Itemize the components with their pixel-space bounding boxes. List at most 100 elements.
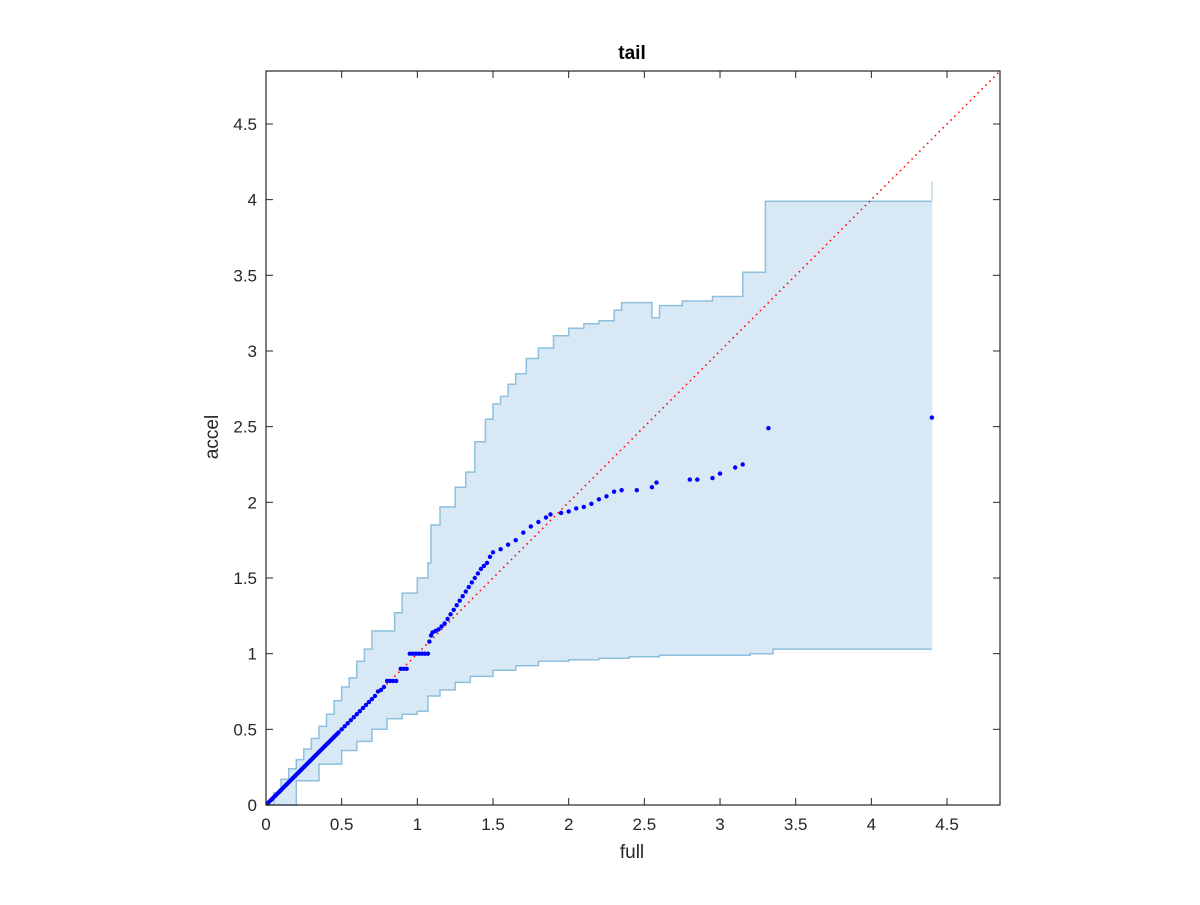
y-tick-label: 2 — [248, 493, 257, 512]
data-point — [425, 651, 431, 656]
x-tick-label: 1 — [413, 815, 422, 834]
x-tick-label: 3.5 — [784, 815, 808, 834]
data-point — [498, 547, 503, 552]
data-point — [566, 509, 571, 514]
data-point — [487, 554, 493, 559]
y-tick-label: 4.5 — [233, 115, 257, 134]
data-point — [733, 465, 738, 470]
data-point — [634, 488, 639, 493]
data-point — [740, 462, 745, 467]
data-point — [460, 594, 465, 599]
data-point — [427, 639, 432, 644]
data-point — [513, 538, 518, 543]
y-tick-label: 0.5 — [233, 720, 257, 739]
data-point — [354, 712, 359, 717]
y-tick-label: 2.5 — [233, 418, 257, 437]
data-point — [654, 480, 659, 485]
data-point — [369, 696, 375, 702]
data-point — [466, 584, 471, 590]
y-tick-label: 0 — [248, 796, 257, 815]
data-point — [381, 684, 387, 690]
data-point — [543, 515, 549, 520]
data-point — [472, 575, 477, 581]
data-point — [604, 494, 609, 499]
data-point — [469, 580, 474, 585]
x-tick-label: 0.5 — [330, 815, 354, 834]
data-point — [710, 475, 715, 481]
y-tick-label: 3.5 — [233, 266, 257, 285]
data-point — [484, 560, 490, 566]
data-points — [265, 415, 935, 806]
data-point — [611, 489, 617, 494]
confidence-band — [266, 181, 933, 806]
data-point — [454, 603, 459, 608]
data-point — [336, 730, 341, 735]
x-tick-label: 2 — [564, 815, 573, 834]
data-point — [442, 621, 447, 626]
data-point — [717, 471, 723, 476]
data-point — [372, 693, 378, 699]
plot-frame — [265, 70, 1001, 806]
data-point — [404, 666, 409, 671]
data-point — [505, 542, 511, 547]
data-point — [536, 519, 541, 525]
y-axis-label: accel — [202, 415, 223, 459]
x-tick-label: 4 — [867, 815, 876, 834]
data-point — [448, 612, 453, 617]
data-point — [357, 709, 362, 714]
data-point — [521, 530, 526, 535]
data-point — [351, 715, 356, 720]
band-lower-edge — [266, 648, 932, 806]
data-point — [339, 727, 344, 732]
data-point — [649, 485, 655, 490]
data-point — [436, 627, 441, 632]
data-point — [581, 504, 586, 510]
data-point — [695, 477, 700, 482]
x-tick-label: 0 — [261, 815, 270, 834]
data-point — [348, 718, 353, 723]
data-point — [439, 624, 444, 629]
chart-title: tail — [618, 43, 645, 64]
data-point — [929, 415, 935, 420]
x-axis-ticks: 0 0.5 1 1.5 2 2.5 3 3.5 4 4.5 — [261, 71, 959, 834]
data-point — [366, 699, 372, 705]
data-point — [363, 702, 369, 708]
data-point — [390, 678, 396, 684]
x-tick-label: 3 — [715, 815, 724, 834]
y-tick-label: 3 — [248, 342, 257, 361]
data-point — [589, 501, 594, 506]
data-point — [766, 426, 771, 431]
x-tick-label: 4.5 — [935, 815, 959, 834]
data-point — [345, 721, 350, 726]
data-point — [463, 589, 468, 594]
data-point — [394, 678, 399, 684]
data-point — [478, 566, 484, 572]
data-point — [619, 488, 624, 493]
y-tick-label: 1.5 — [233, 569, 257, 588]
y-tick-label: 1 — [248, 645, 257, 664]
y-axis-ticks: 0 0.5 1 1.5 2 2.5 3 3.5 4 4.5 — [233, 115, 1000, 815]
data-point — [596, 497, 602, 502]
x-tick-label: 1.5 — [481, 815, 505, 834]
x-tick-label: 2.5 — [633, 815, 657, 834]
data-point — [490, 550, 496, 555]
band-fill — [266, 181, 932, 805]
data-point — [378, 687, 384, 693]
data-point — [481, 563, 487, 569]
data-point — [528, 524, 533, 529]
y-tick-label: 4 — [248, 191, 257, 210]
data-point — [475, 571, 481, 576]
band-upper-edge — [266, 181, 933, 806]
data-point — [413, 651, 418, 656]
data-point — [360, 705, 366, 711]
data-point — [548, 512, 553, 517]
data-point — [451, 607, 456, 612]
data-point — [342, 724, 347, 729]
axes-box — [265, 70, 1001, 806]
x-axis-label: full — [620, 842, 644, 863]
data-point — [445, 616, 450, 622]
data-point — [558, 510, 564, 516]
data-point — [457, 598, 462, 603]
